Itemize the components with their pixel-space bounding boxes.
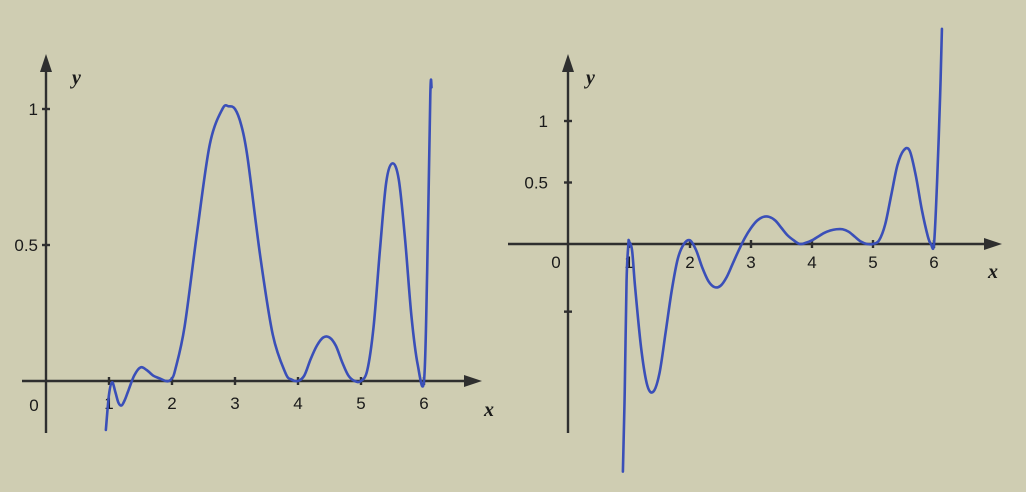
chart-2-x-tick-label: 1 xyxy=(624,253,633,272)
chart-1-x-tick-label: 4 xyxy=(293,394,302,413)
chart-1-x-tick-label: 5 xyxy=(356,394,365,413)
chart-1-x-axis-label: x xyxy=(483,399,494,421)
chart-2-origin-label: 0 xyxy=(551,253,560,272)
chart-2-x-tick-label: 5 xyxy=(868,253,877,272)
chart-1-x-tick-label: 6 xyxy=(419,394,428,413)
chart-2-series-line xyxy=(621,27,944,473)
chart-1-y-tick-label: 1 xyxy=(29,100,38,119)
chart-1-x-tick-label: 3 xyxy=(230,394,239,413)
chart-2-x-tick-label: 3 xyxy=(746,253,755,272)
chart-1-series-line xyxy=(104,78,433,432)
chart-1-y-arrow xyxy=(40,54,52,72)
chart-1-x-arrow xyxy=(464,375,482,387)
chart-2-x-tick-label: 4 xyxy=(807,253,816,272)
chart-2-x-arrow xyxy=(984,238,1002,250)
chart-1-y-axis-label: y xyxy=(70,67,81,89)
chart-2-y-arrow xyxy=(562,54,574,72)
chart-2-y-tick-label: 1 xyxy=(539,112,548,131)
chart-1-y-tick-label: 0.5 xyxy=(14,236,38,255)
chart-1-origin-label: 0 xyxy=(29,396,38,415)
chart-2-x-axis-label: x xyxy=(987,261,998,283)
chart-1-x-tick-label: 2 xyxy=(167,394,176,413)
chart-2-x-tick-label: 6 xyxy=(929,253,938,272)
chart-2-x-tick-label: 2 xyxy=(685,253,694,272)
chart-2-y-axis-label: y xyxy=(584,67,595,89)
chart-2-y-tick-label: 0.5 xyxy=(524,174,548,193)
